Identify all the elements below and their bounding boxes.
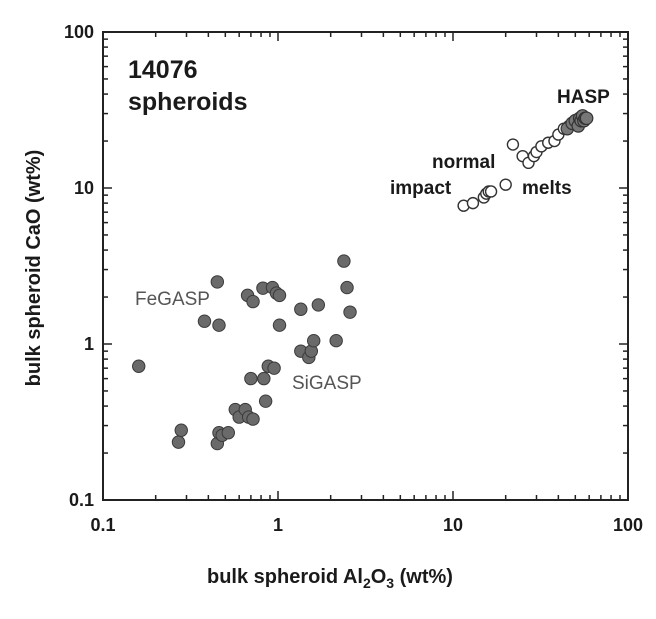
sigasp-point bbox=[258, 394, 273, 408]
chart-title: 14076 bbox=[128, 56, 198, 84]
sigasp-label: SiGASP bbox=[292, 373, 362, 394]
fegasp-point bbox=[197, 314, 212, 328]
x-axis-label-sub: 3 bbox=[386, 575, 394, 591]
x-tick-label: 0.1 bbox=[90, 515, 115, 535]
fegasp-point bbox=[212, 318, 226, 332]
y-axis-label: bulk spheroid CaO (wt%) bbox=[23, 150, 45, 387]
x-axis-label-part: (wt%) bbox=[394, 566, 453, 588]
y-tick-label: 100 bbox=[64, 22, 94, 42]
sigasp-point bbox=[174, 423, 188, 437]
x-axis-label: bulk spheroid Al2O3 (wt%) bbox=[207, 566, 453, 591]
normal-impact-melts-point bbox=[506, 138, 520, 151]
x-axis-label-part: bulk spheroid Al bbox=[207, 566, 363, 588]
sigasp-point bbox=[329, 333, 343, 348]
x-tick-label: 10 bbox=[443, 515, 463, 535]
sigasp-point bbox=[267, 361, 281, 375]
sigasp-point bbox=[244, 371, 258, 386]
fegasp-point bbox=[294, 302, 308, 316]
x-axis-label-sub: 2 bbox=[363, 575, 371, 591]
fegasp-point bbox=[343, 305, 357, 319]
y-tick-label: 0.1 bbox=[69, 490, 94, 510]
y-tick-label: 1 bbox=[84, 334, 94, 354]
normal-impact-melts-point bbox=[466, 196, 480, 210]
melts-label: melts bbox=[522, 178, 572, 199]
fegasp-point bbox=[340, 280, 354, 295]
x-axis-label-part: O bbox=[371, 566, 387, 588]
sigasp-point bbox=[246, 412, 260, 426]
fegasp-point bbox=[132, 359, 146, 373]
chart-subtitle: spheroids bbox=[128, 88, 247, 116]
sigasp-point bbox=[272, 318, 287, 332]
normal-label: normal bbox=[432, 152, 495, 173]
sigasp-point bbox=[257, 371, 271, 386]
plot-frame bbox=[102, 31, 629, 501]
hasp-point bbox=[579, 111, 594, 126]
sigasp-point bbox=[171, 435, 186, 449]
fegasp-point bbox=[337, 254, 351, 268]
hasp-label: HASP bbox=[557, 87, 610, 108]
y-tick-label: 10 bbox=[74, 178, 94, 198]
sigasp-point bbox=[221, 426, 236, 440]
fegasp-point bbox=[210, 275, 225, 289]
sigasp-point bbox=[307, 333, 321, 348]
normal-impact-melts-point bbox=[484, 185, 498, 198]
fegasp-point bbox=[246, 294, 260, 309]
x-tick-label: 1 bbox=[273, 515, 283, 535]
x-tick-label: 100 bbox=[613, 515, 643, 535]
impact-label: impact bbox=[390, 178, 452, 199]
normal-impact-melts-point bbox=[499, 178, 512, 191]
fegasp-point bbox=[311, 298, 326, 312]
fegasp-point bbox=[272, 288, 287, 303]
fegasp-label: FeGASP bbox=[135, 289, 210, 310]
